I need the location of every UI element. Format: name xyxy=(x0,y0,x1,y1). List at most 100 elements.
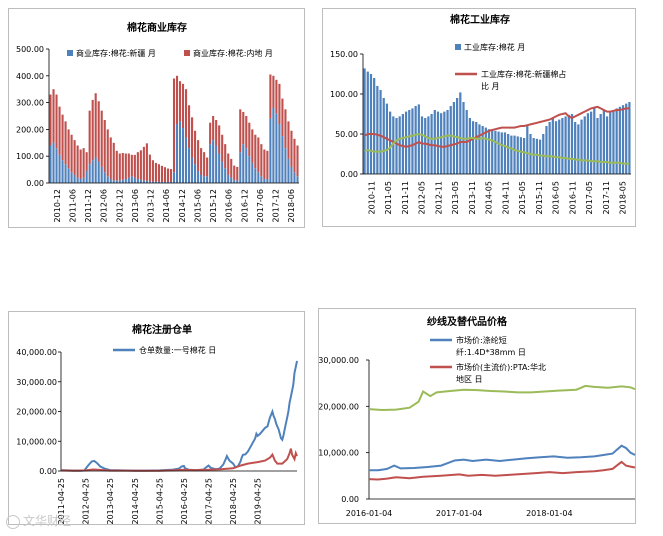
bar-xinjiang xyxy=(55,148,58,183)
bar-inland xyxy=(209,122,212,145)
bar-industrial-stock xyxy=(551,118,554,174)
bar-xinjiang xyxy=(103,172,106,183)
bar-xinjiang xyxy=(218,153,221,183)
x-tick-label: 2012-05 xyxy=(418,181,427,214)
bar-xinjiang xyxy=(194,164,197,183)
bar-xinjiang xyxy=(175,124,179,183)
x-tick-label: 2017-12 xyxy=(272,189,281,222)
bar-xinjiang xyxy=(160,181,164,183)
bar-industrial-stock xyxy=(519,137,523,174)
bar-industrial-stock xyxy=(382,98,385,174)
bar-xinjiang xyxy=(269,118,272,183)
y-tick-label: 0.00 xyxy=(341,495,359,504)
bar-xinjiang xyxy=(281,136,284,183)
bar-inland xyxy=(70,134,73,173)
y-tick-label: 150.00 xyxy=(330,50,358,59)
bar-industrial-stock xyxy=(395,118,398,174)
x-tick-label: 2013-12 xyxy=(147,189,156,222)
y-tick-label: 10,000.00 xyxy=(16,437,57,446)
bar-inland xyxy=(236,166,239,181)
bar-inland xyxy=(296,145,299,177)
y-tick-label: 0.00 xyxy=(340,170,358,179)
watermark: 文华财经 xyxy=(6,512,71,529)
bar-industrial-stock xyxy=(596,118,599,174)
bar-inland xyxy=(88,110,91,165)
bar-inland xyxy=(275,79,278,114)
bar-xinjiang xyxy=(184,137,188,183)
bar-industrial-stock xyxy=(570,114,574,174)
bar-industrial-stock xyxy=(609,111,612,174)
bar-inland xyxy=(64,121,67,165)
chart-yarn-prices: 纱线及替代品价格 0.00 10,000.00 20,000.00 30,000.00 2… xyxy=(318,308,636,524)
bar-xinjiang xyxy=(272,107,275,183)
x-tick-label: 2014-05 xyxy=(485,181,494,214)
bar-xinjiang xyxy=(76,177,79,183)
bar-industrial-stock xyxy=(478,124,481,174)
bar-inland xyxy=(278,83,281,125)
bar-xinjiang xyxy=(212,140,215,183)
legend-industrial-stock-label: 工业库存:棉花 月 xyxy=(464,42,525,52)
y-tick-label: 100.00 xyxy=(16,152,44,161)
bar-inland xyxy=(49,94,52,146)
bar-industrial-stock xyxy=(583,116,586,174)
bar-industrial-stock xyxy=(621,105,625,174)
x-tick-label: 2013-06 xyxy=(131,189,140,222)
bar-industrial-stock xyxy=(449,106,452,174)
bar-xinjiang xyxy=(200,174,203,183)
bar-xinjiang xyxy=(245,148,248,183)
x-tick-label: 2015-12 xyxy=(209,189,218,222)
y-tick-label: 300.00 xyxy=(16,99,44,108)
bar-inland xyxy=(118,153,121,181)
bar-inland xyxy=(221,134,224,162)
bar-xinjiang xyxy=(136,178,139,183)
bar-inland xyxy=(172,78,176,173)
bar-industrial-stock xyxy=(417,104,420,174)
bar-inland xyxy=(284,109,287,149)
bar-inland xyxy=(233,165,236,181)
bar-industrial-stock xyxy=(459,92,462,174)
line-warrants xyxy=(60,360,298,472)
bar-inland xyxy=(55,94,58,149)
y-tick-label: 50.00 xyxy=(335,130,358,139)
bar-xinjiang xyxy=(154,181,157,183)
bar-industrial-stock xyxy=(456,98,459,174)
bar-industrial-stock xyxy=(503,132,507,174)
bar-industrial-stock xyxy=(366,71,369,174)
chart-commercial-inventory: 棉花商业库存 0.00 100.00 200.00 300.00 400.00 500.00… xyxy=(8,8,305,228)
x-tick-label: 2010-11 xyxy=(367,181,376,214)
bar-xinjiang xyxy=(166,181,170,183)
legend-xinjiang-swatch xyxy=(67,50,73,56)
bar-xinjiang xyxy=(236,180,239,183)
bar-inland xyxy=(151,160,154,182)
bar-xinjiang xyxy=(112,180,115,183)
bar-industrial-stock xyxy=(618,106,621,174)
bar-industrial-stock xyxy=(535,138,538,174)
bar-xinjiang xyxy=(197,170,200,183)
bar-inland xyxy=(254,134,257,169)
bar-industrial-stock xyxy=(612,110,615,174)
bar-industrial-stock xyxy=(430,114,433,174)
bar-xinjiang xyxy=(139,179,142,183)
legend-xinjiang-share-label: 工业库存:棉花:新疆棉占 xyxy=(481,69,566,79)
x-tick-label: 2016-12 xyxy=(240,189,249,222)
bar-inland xyxy=(260,144,263,177)
x-tick-label: 2015-04-25 xyxy=(155,478,164,525)
legend-polyester-label: 纤:1.4D*38mm 日 xyxy=(456,347,526,357)
bar-industrial-stock xyxy=(513,135,516,174)
x-tick-label: 2014-12 xyxy=(178,189,187,222)
bar-inland xyxy=(109,137,112,179)
bar-inland xyxy=(178,81,182,122)
bar-industrial-stock xyxy=(414,106,417,174)
bar-xinjiang xyxy=(85,170,88,183)
bar-inland xyxy=(157,164,160,182)
bar-inland xyxy=(266,150,269,179)
bar-xinjiang xyxy=(266,178,269,183)
bar-inland xyxy=(163,167,167,182)
legend-pta-label: 地区 日 xyxy=(456,374,483,384)
chart-industrial-inventory-svg: 棉花工业库存 0.00 50.00 100.00 150.00 2010-11 2011-0… xyxy=(330,13,631,214)
x-tick-label: 2015-05 xyxy=(518,181,527,214)
x-tick-label: 2017-05 xyxy=(585,181,594,214)
bar-inland xyxy=(203,152,206,177)
bar-xinjiang xyxy=(287,158,290,183)
chart-commercial-inventory-svg: 棉花商业库存 0.00 100.00 200.00 300.00 400.00 500.00… xyxy=(16,21,299,222)
